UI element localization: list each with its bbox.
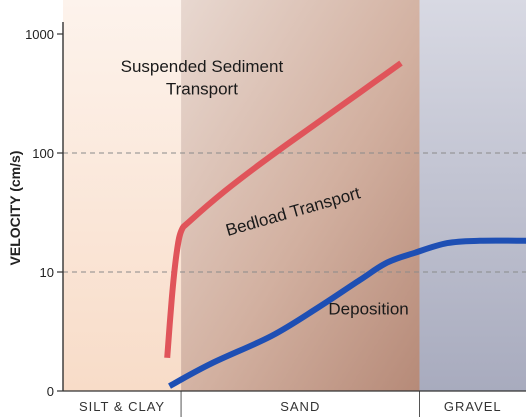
zone-silt-clay [63,0,182,391]
y-tick-label: 1000 [25,27,54,42]
annotation-transport: Transport [166,80,238,99]
zone-label-gravel: GRAVEL [444,399,502,414]
zone-label-sand: SAND [280,399,320,414]
zone-label-silt-clay: SILT & CLAY [79,399,165,414]
y-tick-label: 100 [32,146,54,161]
series-line-blue [168,237,526,389]
series-line-red [164,60,403,359]
zone-gravel [419,0,526,391]
axis-layer [62,22,526,392]
annotation-deposition: Deposition [328,299,408,318]
y-tick-label: 10 [40,265,54,280]
grid-layer: 0 10 100 1000 [25,27,526,399]
series-layer [164,60,526,389]
y-tick-label: 0 [47,384,54,399]
annotation-suspended-sediment: Suspended Sediment [121,57,284,76]
y-axis-label: VELOCITY (cm/s) [7,151,23,266]
